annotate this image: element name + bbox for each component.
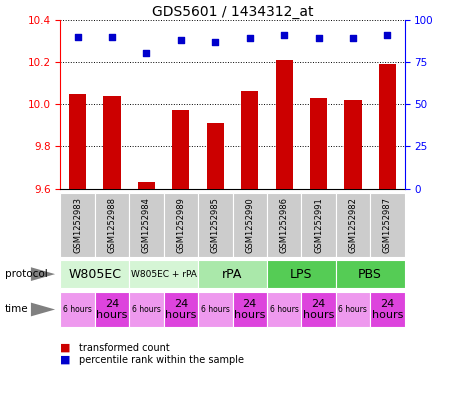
- Text: ■: ■: [60, 343, 71, 353]
- Point: [315, 35, 322, 41]
- Point: [177, 37, 185, 43]
- Text: 24
hours: 24 hours: [372, 299, 403, 320]
- Text: GSM1252985: GSM1252985: [211, 197, 220, 253]
- Bar: [232, 193, 267, 257]
- Point: [143, 50, 150, 57]
- Bar: [60, 193, 95, 257]
- Bar: [276, 60, 293, 189]
- Text: GSM1252984: GSM1252984: [142, 197, 151, 253]
- Text: percentile rank within the sample: percentile rank within the sample: [79, 354, 244, 365]
- Title: GDS5601 / 1434312_at: GDS5601 / 1434312_at: [152, 5, 313, 18]
- Text: GSM1252986: GSM1252986: [279, 197, 289, 253]
- Bar: [344, 100, 362, 189]
- Polygon shape: [31, 303, 55, 316]
- Bar: [95, 193, 129, 257]
- Bar: [60, 260, 129, 288]
- Bar: [370, 292, 405, 327]
- Point: [212, 39, 219, 45]
- Bar: [336, 292, 370, 327]
- Text: 6 hours: 6 hours: [63, 305, 92, 314]
- Point: [246, 35, 253, 41]
- Bar: [129, 260, 198, 288]
- Bar: [232, 292, 267, 327]
- Text: protocol: protocol: [5, 269, 47, 279]
- Text: GSM1252988: GSM1252988: [107, 197, 117, 253]
- Text: GSM1252983: GSM1252983: [73, 197, 82, 253]
- Bar: [267, 292, 301, 327]
- Text: W805EC + rPA: W805EC + rPA: [131, 270, 197, 279]
- Point: [384, 32, 391, 38]
- Bar: [95, 292, 129, 327]
- Bar: [241, 92, 259, 189]
- Text: GSM1252989: GSM1252989: [176, 197, 186, 253]
- Bar: [198, 260, 267, 288]
- Point: [74, 33, 81, 40]
- Bar: [310, 98, 327, 189]
- Text: ■: ■: [60, 354, 71, 365]
- Bar: [267, 193, 301, 257]
- Text: transformed count: transformed count: [79, 343, 170, 353]
- Text: time: time: [5, 305, 28, 314]
- Text: 24
hours: 24 hours: [234, 299, 266, 320]
- Text: rPA: rPA: [222, 268, 243, 281]
- Bar: [164, 193, 198, 257]
- Text: LPS: LPS: [290, 268, 312, 281]
- Bar: [60, 292, 95, 327]
- Text: 6 hours: 6 hours: [339, 305, 367, 314]
- Bar: [301, 292, 336, 327]
- Bar: [370, 193, 405, 257]
- Text: W805EC: W805EC: [68, 268, 121, 281]
- Text: GSM1252991: GSM1252991: [314, 197, 323, 253]
- Bar: [336, 193, 370, 257]
- Bar: [103, 96, 121, 189]
- Text: 24
hours: 24 hours: [96, 299, 128, 320]
- Text: 24
hours: 24 hours: [165, 299, 197, 320]
- Point: [349, 35, 357, 41]
- Point: [108, 33, 116, 40]
- Bar: [198, 292, 232, 327]
- Point: [280, 32, 288, 38]
- Bar: [336, 260, 405, 288]
- Polygon shape: [31, 267, 55, 281]
- Text: 6 hours: 6 hours: [132, 305, 161, 314]
- Bar: [379, 64, 396, 189]
- Bar: [301, 193, 336, 257]
- Text: GSM1252982: GSM1252982: [348, 197, 358, 253]
- Bar: [206, 123, 224, 189]
- Bar: [164, 292, 198, 327]
- Bar: [129, 193, 164, 257]
- Text: 6 hours: 6 hours: [201, 305, 230, 314]
- Text: GSM1252987: GSM1252987: [383, 197, 392, 253]
- Bar: [129, 292, 164, 327]
- Bar: [267, 260, 336, 288]
- Bar: [138, 182, 155, 189]
- Text: GSM1252990: GSM1252990: [245, 197, 254, 253]
- Bar: [172, 110, 190, 189]
- Text: 24
hours: 24 hours: [303, 299, 334, 320]
- Bar: [69, 94, 86, 189]
- Bar: [198, 193, 232, 257]
- Text: PBS: PBS: [358, 268, 382, 281]
- Text: 6 hours: 6 hours: [270, 305, 299, 314]
